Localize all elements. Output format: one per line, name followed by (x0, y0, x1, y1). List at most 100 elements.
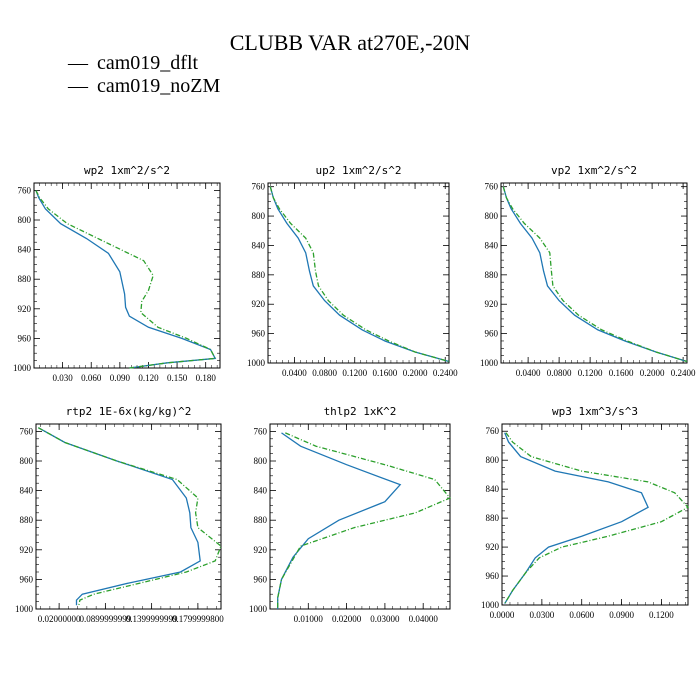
x-tick-label: 0.030 (52, 373, 73, 383)
panel-3: rtp2 1E-6x(kg/kg)^2 760 800 840 880 920 960 100… (15, 405, 224, 624)
x-tick-label: 0.01000 (294, 614, 324, 624)
y-tick-label: 880 (18, 274, 32, 284)
x-tick-label: 0.03000 (370, 614, 400, 624)
y-tick-label: 960 (18, 333, 32, 343)
y-tick-label: 880 (485, 270, 499, 280)
y-tick-label: 920 (254, 545, 268, 555)
panel-4: thlp2 1xK^2 760 800 840 880 920 960 1000 0.01000… (249, 405, 452, 624)
y-tick-label: 880 (254, 515, 268, 525)
y-tick-label: 1000 (247, 358, 266, 368)
y-tick-label: 840 (485, 240, 499, 250)
legend-entry-noZM: — cam019_noZM (67, 75, 221, 97)
x-tick-label: 0.1200 (578, 368, 603, 378)
y-tick-label: 760 (486, 426, 500, 436)
y-tick-label: 920 (18, 304, 32, 314)
series-line-dflt (269, 186, 450, 363)
panel-title-3: rtp2 1E-6x(kg/kg)^2 (66, 405, 192, 418)
y-tick-label: 800 (18, 215, 32, 225)
y-tick-label: 960 (486, 571, 500, 581)
x-tick-label: 0.02000 (332, 614, 362, 624)
panel-title-1: up2 1xm^2/s^2 (315, 164, 401, 177)
y-tick-label: 800 (254, 456, 268, 466)
x-tick-label: 0.150 (167, 373, 188, 383)
series-line-noZM (37, 427, 222, 606)
y-tick-label: 920 (252, 299, 266, 309)
y-tick-label: 840 (20, 486, 34, 496)
x-tick-label: 0.0400 (516, 368, 541, 378)
panel-1: up2 1xm^2/s^2 760 800 840 880 920 960 1000 0.040… (247, 164, 458, 378)
x-tick-label: 0.180 (196, 373, 217, 383)
x-tick-label: 0.2400 (433, 368, 458, 378)
legend-label-dflt: cam019_dflt (97, 52, 199, 74)
panel-title-0: wp2 1xm^2/s^2 (84, 164, 170, 177)
y-tick-label: 800 (20, 456, 34, 466)
y-tick-label: 760 (254, 426, 268, 436)
x-tick-label: 0.2400 (671, 368, 696, 378)
series-line-dflt (502, 186, 688, 363)
x-tick-label: 0.0000 (490, 610, 515, 620)
series-line-dflt (37, 427, 201, 606)
y-tick-label: 1000 (480, 358, 499, 368)
x-tick-label: 0.1600 (373, 368, 398, 378)
x-tick-label: 0.04000 (409, 614, 439, 624)
x-tick-label: 0.0600 (569, 610, 594, 620)
y-tick-label: 960 (20, 574, 34, 584)
plot-frame (267, 182, 450, 364)
y-tick-label: 1000 (249, 604, 268, 614)
panels: wp2 1xm^2/s^2 760 800 840 880 920 960 1000 0.030… (13, 164, 696, 624)
y-tick-label: 920 (486, 542, 500, 552)
panel-5: wp3 1xm^3/s^3 760 800 840 880 920 960 10000.000… (481, 405, 690, 620)
x-tick-label: 0.090 (110, 373, 131, 383)
series-line-noZM (35, 190, 217, 369)
y-tick-label: 1000 (481, 600, 500, 610)
series-line-noZM (269, 186, 450, 363)
y-tick-label: 760 (20, 426, 34, 436)
y-tick-label: 800 (252, 211, 266, 221)
y-tick-label: 1000 (13, 363, 32, 373)
x-tick-label: 0.0300 (529, 610, 554, 620)
y-tick-label: 840 (18, 245, 32, 255)
x-tick-label: 0.1799999800 (172, 614, 224, 624)
y-tick-label: 840 (486, 484, 500, 494)
legend-label-noZM: cam019_noZM (97, 75, 221, 97)
panel-title-2: vp2 1xm^2/s^2 (551, 164, 637, 177)
y-tick-label: 840 (254, 486, 268, 496)
y-tick-label: 960 (254, 574, 268, 584)
series-line-noZM (277, 432, 452, 609)
y-tick-label: 840 (252, 240, 266, 250)
panel-0: wp2 1xm^2/s^2 760 800 840 880 920 960 1000 0.030… (13, 164, 221, 383)
plot-frame (501, 423, 689, 606)
y-tick-label: 880 (20, 515, 34, 525)
series-line-noZM (504, 432, 690, 604)
plot-frame (269, 423, 451, 610)
x-tick-label: 0.02000000 (38, 614, 81, 624)
y-tick-label: 760 (18, 185, 32, 195)
y-tick-label: 800 (486, 455, 500, 465)
x-tick-label: 0.0400 (282, 368, 307, 378)
figure-title: CLUBB VAR at270E,-20N (230, 30, 471, 55)
x-tick-label: 0.1200 (649, 610, 674, 620)
x-tick-label: 0.060 (81, 373, 102, 383)
x-tick-label: 0.2000 (640, 368, 665, 378)
legend: — cam019_dflt — cam019_noZM (67, 52, 221, 97)
x-tick-label: 0.0899999999 (80, 614, 132, 624)
x-tick-label: 0.1399999999 (126, 614, 178, 624)
plot-frame (500, 182, 688, 364)
y-tick-label: 760 (485, 182, 499, 192)
panel-title-5: wp3 1xm^3/s^3 (552, 405, 638, 418)
y-tick-label: 880 (486, 513, 500, 523)
series-line-noZM (502, 186, 688, 363)
x-tick-label: 0.0800 (547, 368, 572, 378)
y-tick-label: 920 (20, 545, 34, 555)
legend-entry-dflt: — cam019_dflt (67, 52, 199, 74)
y-tick-label: 960 (252, 329, 266, 339)
y-tick-label: 960 (485, 329, 499, 339)
legend-line-noZM: — (67, 75, 89, 97)
y-tick-label: 880 (252, 270, 266, 280)
x-tick-label: 0.0900 (609, 610, 634, 620)
x-tick-label: 0.1200 (342, 368, 367, 378)
panel-title-4: thlp2 1xK^2 (324, 405, 397, 418)
x-tick-label: 0.1600 (609, 368, 634, 378)
y-tick-label: 760 (252, 182, 266, 192)
series-line-dflt (504, 432, 649, 604)
